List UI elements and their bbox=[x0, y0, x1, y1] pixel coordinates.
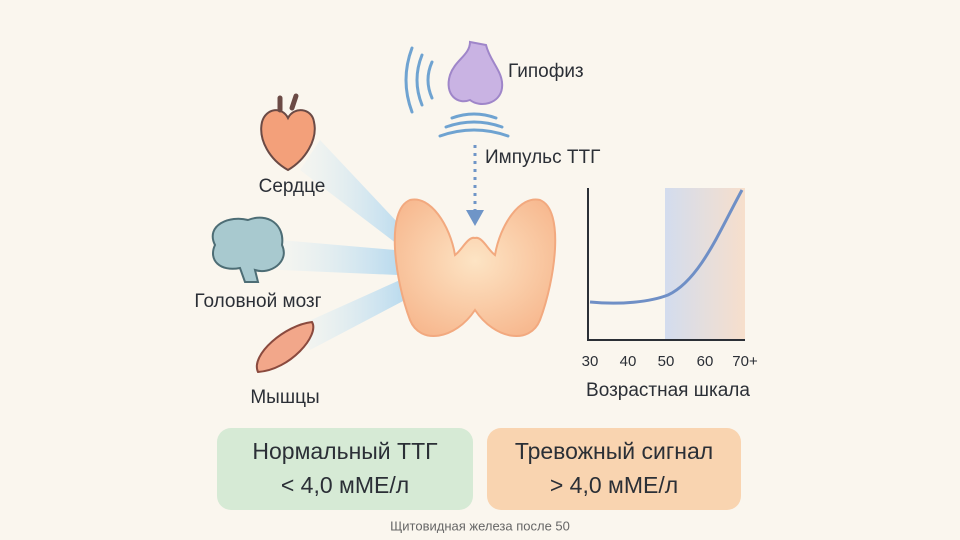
muscle-icon bbox=[255, 320, 315, 374]
x-tick-label: 40 bbox=[620, 353, 637, 370]
pituitary-icon bbox=[447, 40, 504, 105]
thyroid-icon bbox=[393, 198, 557, 337]
risk-zone bbox=[665, 188, 745, 340]
x-tick-label: 70+ bbox=[732, 353, 758, 370]
arrow-head bbox=[466, 210, 484, 226]
ray bbox=[280, 240, 398, 275]
pituitary-label: Гипофиз bbox=[508, 61, 584, 82]
organ-label: Мышцы bbox=[250, 387, 319, 408]
signal-waves bbox=[404, 46, 510, 138]
x-tick-label: 50 bbox=[658, 353, 675, 370]
box-title: Тревожный сигнал bbox=[515, 438, 713, 464]
tsh-curve bbox=[589, 189, 744, 305]
normal-box bbox=[217, 428, 473, 510]
box-value: < 4,0 мМЕ/л bbox=[281, 472, 409, 498]
x-tick-label: 60 bbox=[697, 353, 714, 370]
signal-label: Импульс ТТГ bbox=[485, 147, 600, 168]
axis bbox=[587, 188, 745, 341]
heart-vessels bbox=[277, 93, 299, 113]
ray bbox=[300, 140, 405, 250]
footer: Щитовидная железа после 50 bbox=[390, 518, 570, 533]
brain-icon bbox=[211, 216, 285, 283]
axis-label: Возрастная шкала bbox=[586, 380, 750, 401]
organ-label: Головной мозг bbox=[194, 291, 321, 312]
x-tick-label: 30 bbox=[582, 353, 599, 370]
organ-label: Сердце bbox=[259, 176, 326, 197]
ray bbox=[300, 280, 405, 350]
alarm-box bbox=[487, 428, 741, 510]
box-title: Нормальный ТТГ bbox=[252, 438, 438, 464]
heart-icon bbox=[260, 109, 316, 172]
box-value: > 4,0 мМЕ/л bbox=[550, 472, 678, 498]
